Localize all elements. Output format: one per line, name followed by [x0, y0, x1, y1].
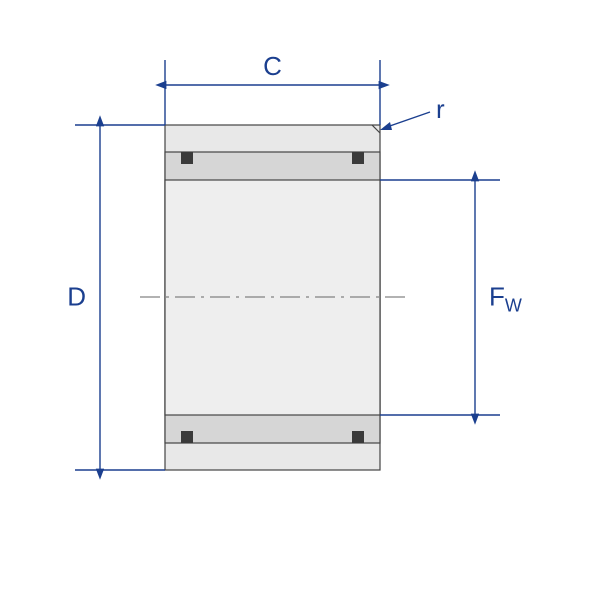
retainer-notch: [181, 152, 193, 164]
dimension-r: r: [380, 94, 445, 130]
retainer-notch: [352, 152, 364, 164]
retainer-notch: [352, 431, 364, 443]
label-fw: FW: [489, 282, 522, 316]
label-c: C: [263, 51, 282, 81]
label-d: D: [67, 282, 86, 312]
label-r: r: [436, 94, 445, 124]
bearing-section: [140, 125, 405, 470]
retainer-notch: [181, 431, 193, 443]
dimension-c: C: [165, 51, 380, 125]
